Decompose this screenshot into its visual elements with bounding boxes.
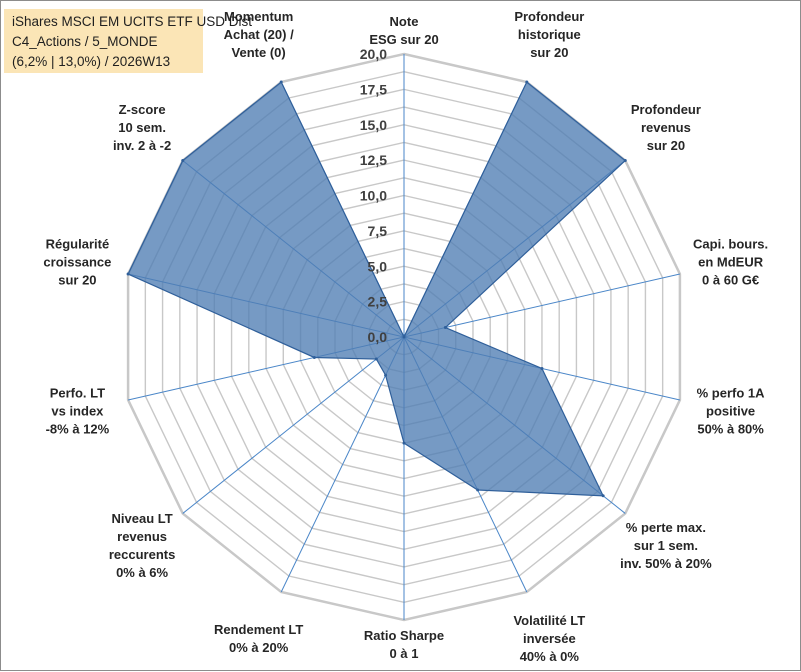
axis-label-line: revenus (117, 529, 167, 544)
axis-label: Niveau LT revenus reccurents 0% à 6% (109, 511, 175, 580)
axis-label-line: Profondeur (514, 9, 584, 24)
tick-label: 17,5 (360, 81, 387, 97)
axis-label: % perte max. sur 1 sem. inv. 50% à 20% (620, 520, 712, 571)
axis-label-line: sur 20 (58, 272, 96, 287)
axis-label-line: positive (706, 404, 755, 419)
axis-spoke (403, 273, 681, 338)
axis-label-line: Volatilité LT (513, 613, 585, 628)
data-point (601, 494, 605, 498)
axis-label: Ratio Sharpe 0 à 1 (364, 628, 444, 661)
axis-label-line: 40% à 0% (520, 649, 580, 664)
tick-label: 0,0 (368, 329, 388, 345)
data-point (384, 373, 388, 377)
tick-label: 10,0 (360, 188, 387, 204)
axis-label: Momentum Achat (20) / Vente (0) (224, 9, 294, 60)
axis-label-line: ESG sur 20 (369, 32, 438, 47)
chart-title-line-1: iShares MSCI EM UCITS ETF USD Dist (12, 14, 253, 29)
data-point (312, 355, 316, 359)
axis-label-line: Rendement LT (214, 622, 303, 637)
axis-label: Profondeur revenus sur 20 (631, 102, 701, 153)
axis-label-line: reccurents (109, 547, 175, 562)
axis-label-line: sur 20 (530, 45, 568, 60)
axis-label-line: Niveau LT (112, 511, 173, 526)
axis-label-line: 0% à 6% (116, 565, 168, 580)
axis-label-line: Perfo. LT (50, 386, 105, 401)
tick-label: 5,0 (368, 258, 388, 274)
data-point (402, 335, 406, 339)
axis-label: Rendement LT 0% à 20% (214, 622, 303, 655)
axis-label-line: historique (518, 27, 581, 42)
axis-label-line: inv. 2 à -2 (113, 138, 171, 153)
chart-title-box: iShares MSCI EM UCITS ETF USD Dist C4_Ac… (4, 9, 253, 73)
axis-label-line: 0 à 1 (390, 646, 419, 661)
tick-label: 2,5 (368, 294, 388, 310)
axis-label-line: % perte max. (626, 520, 706, 535)
axis-label-line: Z-score (119, 102, 166, 117)
data-point (540, 366, 544, 370)
tick-label: 15,0 (360, 117, 387, 133)
axis-label-line: Ratio Sharpe (364, 628, 444, 643)
axis-label-line: Régularité (46, 236, 110, 251)
axis-label-line: -8% à 12% (46, 422, 110, 437)
chart-title-line-2: C4_Actions / 5_MONDE (12, 34, 158, 49)
axis-label: Capi. bours. en MdEUR 0 à 60 G€ (693, 236, 768, 287)
axis-label: Volatilité LT inversée 40% à 0% (513, 613, 585, 664)
data-point (476, 488, 480, 492)
axis-label-line: inv. 50% à 20% (620, 556, 712, 571)
chart-title-line-3: (6,2% | 13,0%) / 2026W13 (12, 54, 171, 69)
tick-label: 7,5 (368, 223, 388, 239)
axis-label-line: Profondeur (631, 102, 701, 117)
axis-label-line: Vente (0) (232, 45, 286, 60)
axis-label-line: 10 sem. (118, 120, 166, 135)
axis-label-line: inversée (523, 631, 576, 646)
axis-label-line: Momentum (224, 9, 293, 24)
data-point (402, 441, 406, 445)
axis-label-line: Note (390, 14, 419, 29)
axis-label-line: revenus (641, 120, 691, 135)
axis-label: Z-score 10 sem. inv. 2 à -2 (113, 102, 171, 153)
axis-label: % perfo 1A positive 50% à 80% (697, 386, 766, 437)
axis-label-line: 50% à 80% (697, 422, 764, 437)
data-series-area (127, 81, 627, 497)
axis-label-line: sur 1 sem. (634, 538, 698, 553)
axis-label-line: 0% à 20% (229, 640, 289, 655)
axis-label-line: Achat (20) / (224, 27, 294, 42)
tick-label: 12,5 (360, 152, 387, 168)
axis-label: Perfo. LT vs index -8% à 12% (46, 386, 110, 437)
axis-label: Profondeur historique sur 20 (514, 9, 584, 60)
axis-label-line: sur 20 (647, 138, 685, 153)
axis-label-line: Capi. bours. (693, 236, 768, 251)
axis-label-line: vs index (51, 404, 104, 419)
data-point (623, 159, 627, 163)
axis-label: Régularité croissance sur 20 (43, 236, 111, 287)
axis-label-line: croissance (43, 254, 111, 269)
data-point (181, 159, 185, 163)
tick-label: 20,0 (360, 46, 387, 62)
data-point (443, 326, 447, 330)
axis-label-line: en MdEUR (698, 254, 764, 269)
data-point (374, 357, 378, 361)
data-point (126, 272, 130, 276)
axis-label-line: % perfo 1A (697, 386, 766, 401)
axis-spoke (280, 336, 405, 593)
data-point (525, 80, 529, 84)
axis-spoke (182, 336, 405, 514)
axis-label-line: 0 à 60 G€ (702, 272, 759, 287)
axis-label: Note ESG sur 20 (369, 14, 438, 47)
data-point (279, 80, 283, 84)
